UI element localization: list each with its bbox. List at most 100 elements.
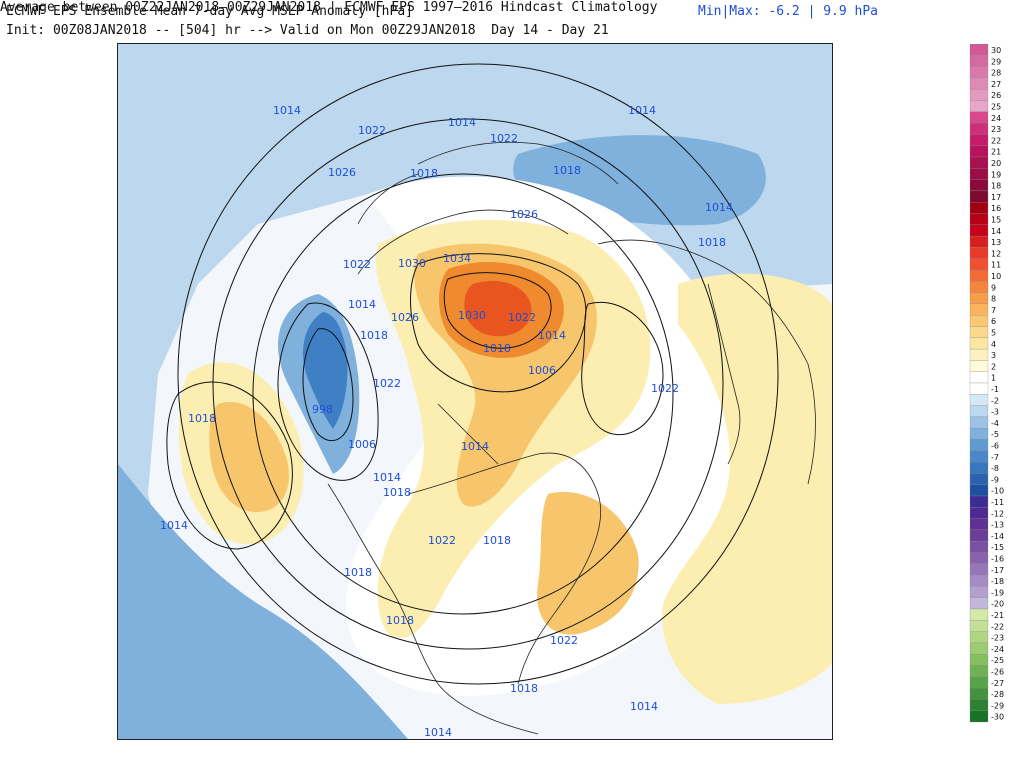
colorbar-tick-label: 29	[991, 57, 1001, 66]
contour-label: 1014	[705, 201, 733, 214]
min-max-readout: Min|Max: -6.2 | 9.9 hPa	[698, 4, 879, 19]
colorbar-tick-label: -16	[991, 555, 1004, 564]
colorbar-tick-label: 20	[991, 159, 1001, 168]
colorbar-tick-label: -3	[991, 408, 999, 417]
colorbar-swatch	[969, 281, 989, 293]
colorbar-tick-label: 4	[991, 340, 996, 349]
colorbar-swatch	[969, 586, 989, 598]
colorbar-tick-label: 12	[991, 249, 1001, 258]
colorbar-swatch	[969, 631, 989, 644]
colorbar-swatch	[969, 541, 989, 553]
contour-label: 1018	[360, 329, 388, 342]
colorbar-swatch	[969, 269, 989, 282]
colorbar-tick-label: -23	[991, 634, 1004, 643]
colorbar-tick-label: -19	[991, 588, 1004, 597]
anomaly-fill-peak-positive-arctic	[464, 280, 532, 337]
colorbar-swatch	[969, 337, 989, 350]
colorbar-tick-label: 18	[991, 182, 1001, 191]
colorbar-swatch	[969, 484, 989, 497]
colorbar-tick-label: -14	[991, 532, 1004, 541]
contour-label: 1014	[628, 104, 656, 117]
colorbar-swatch	[969, 473, 989, 485]
anomaly-fill-weak-positive-atlantic	[662, 273, 832, 704]
colorbar-swatch	[969, 247, 989, 259]
colorbar-swatch	[969, 224, 989, 237]
map-panel: 1014 1014 1022 1022 1026 1018 1018 1014 …	[117, 43, 833, 740]
init-valid-line: Init: 00Z08JAN2018 -- [504] hr --> Valid…	[6, 23, 609, 38]
colorbar-swatch	[969, 676, 989, 689]
contour-label: 1018	[188, 412, 216, 425]
colorbar-swatch	[969, 100, 989, 112]
colorbar-tick-label: 27	[991, 80, 1001, 89]
colorbar-tick-label: 3	[991, 351, 996, 360]
colorbar-swatch	[969, 77, 989, 90]
colorbar-swatch	[969, 134, 989, 146]
contour-label: 1022	[490, 132, 518, 145]
colorbar-swatch	[969, 213, 989, 225]
colorbar-tick-label: -27	[991, 679, 1004, 688]
contour-labels: 1014 1014 1022 1022 1026 1018 1018 1014 …	[160, 104, 733, 739]
colorbar-swatch	[969, 529, 989, 542]
colorbar-tick-label: -28	[991, 690, 1004, 699]
colorbar-swatch	[969, 145, 989, 158]
colorbar-tick-label: 1	[991, 374, 996, 383]
colorbar-tick-label: 13	[991, 238, 1001, 247]
colorbar-swatch	[969, 699, 989, 711]
anomaly-fill-strong-negative-nepac	[303, 312, 348, 429]
colorbar-swatch	[969, 202, 989, 214]
colorbar-tick-label: 9	[991, 283, 996, 292]
colorbar-swatch	[969, 450, 989, 463]
colorbar-tick-label: 7	[991, 306, 996, 315]
colorbar-swatch	[969, 360, 989, 372]
contour-label: 1026	[391, 311, 419, 324]
colorbar-tick-label: 25	[991, 103, 1001, 112]
contour-label: 998	[312, 403, 333, 416]
anomaly-fill-moderate-negative-pacific	[118, 464, 408, 739]
contour-label: 1014	[160, 519, 188, 532]
colorbar-tick-label: 14	[991, 227, 1001, 236]
colorbar-swatch	[969, 507, 989, 519]
contour-label: 1014	[373, 471, 401, 484]
contour-label: 1014	[424, 726, 452, 739]
colorbar-swatch	[969, 44, 989, 56]
colorbar-swatch	[969, 665, 989, 677]
contour-label: 1018	[383, 486, 411, 499]
colorbar-swatch	[969, 563, 989, 576]
contour-label: 1026	[510, 208, 538, 221]
contour-label: 1022	[651, 382, 679, 395]
colorbar-tick-label: -21	[991, 611, 1004, 620]
contour-label: 1018	[483, 534, 511, 547]
contour-label: 1014	[461, 440, 489, 453]
colorbar-swatch	[969, 292, 989, 305]
colorbar-swatch	[969, 439, 989, 451]
colorbar-tick-label: 2	[991, 362, 996, 371]
colorbar-swatch	[969, 597, 989, 610]
contour-label: 1018	[483, 342, 511, 355]
colorbar-tick-label: -11	[991, 498, 1004, 507]
isobar-contours	[166, 63, 779, 685]
contour-label: 1030	[398, 257, 426, 270]
colorbar-tick-label: 10	[991, 272, 1001, 281]
colorbar-tick-label: 6	[991, 317, 996, 326]
colorbar-tick-label: 8	[991, 295, 996, 304]
colorbar-swatch	[969, 179, 989, 192]
colorbar-tick-label: -10	[991, 487, 1004, 496]
colorbar-tick-label: -29	[991, 701, 1004, 710]
colorbar-tick-label: 16	[991, 204, 1001, 213]
contour-label: 1018	[344, 566, 372, 579]
colorbar-tick-label: -6	[991, 442, 999, 451]
contour-label: 1006	[348, 438, 376, 451]
colorbar-tick-label: -15	[991, 543, 1004, 552]
colorbar-tick-label: -2	[991, 396, 999, 405]
colorbar-swatch	[969, 315, 989, 327]
colorbar-swatch	[969, 654, 989, 666]
contour-label: 1018	[553, 164, 581, 177]
contour-label: 1014	[448, 116, 476, 129]
colorbar-swatch	[969, 122, 989, 135]
colorbar-tick-label: -20	[991, 600, 1004, 609]
anomaly-fill-moderate-positive-pacific	[209, 402, 289, 513]
contour-label: 1022	[508, 311, 536, 324]
colorbar-swatch	[969, 190, 989, 203]
colorbar-tick-label: -26	[991, 668, 1004, 677]
colorbar-swatch	[969, 303, 989, 316]
